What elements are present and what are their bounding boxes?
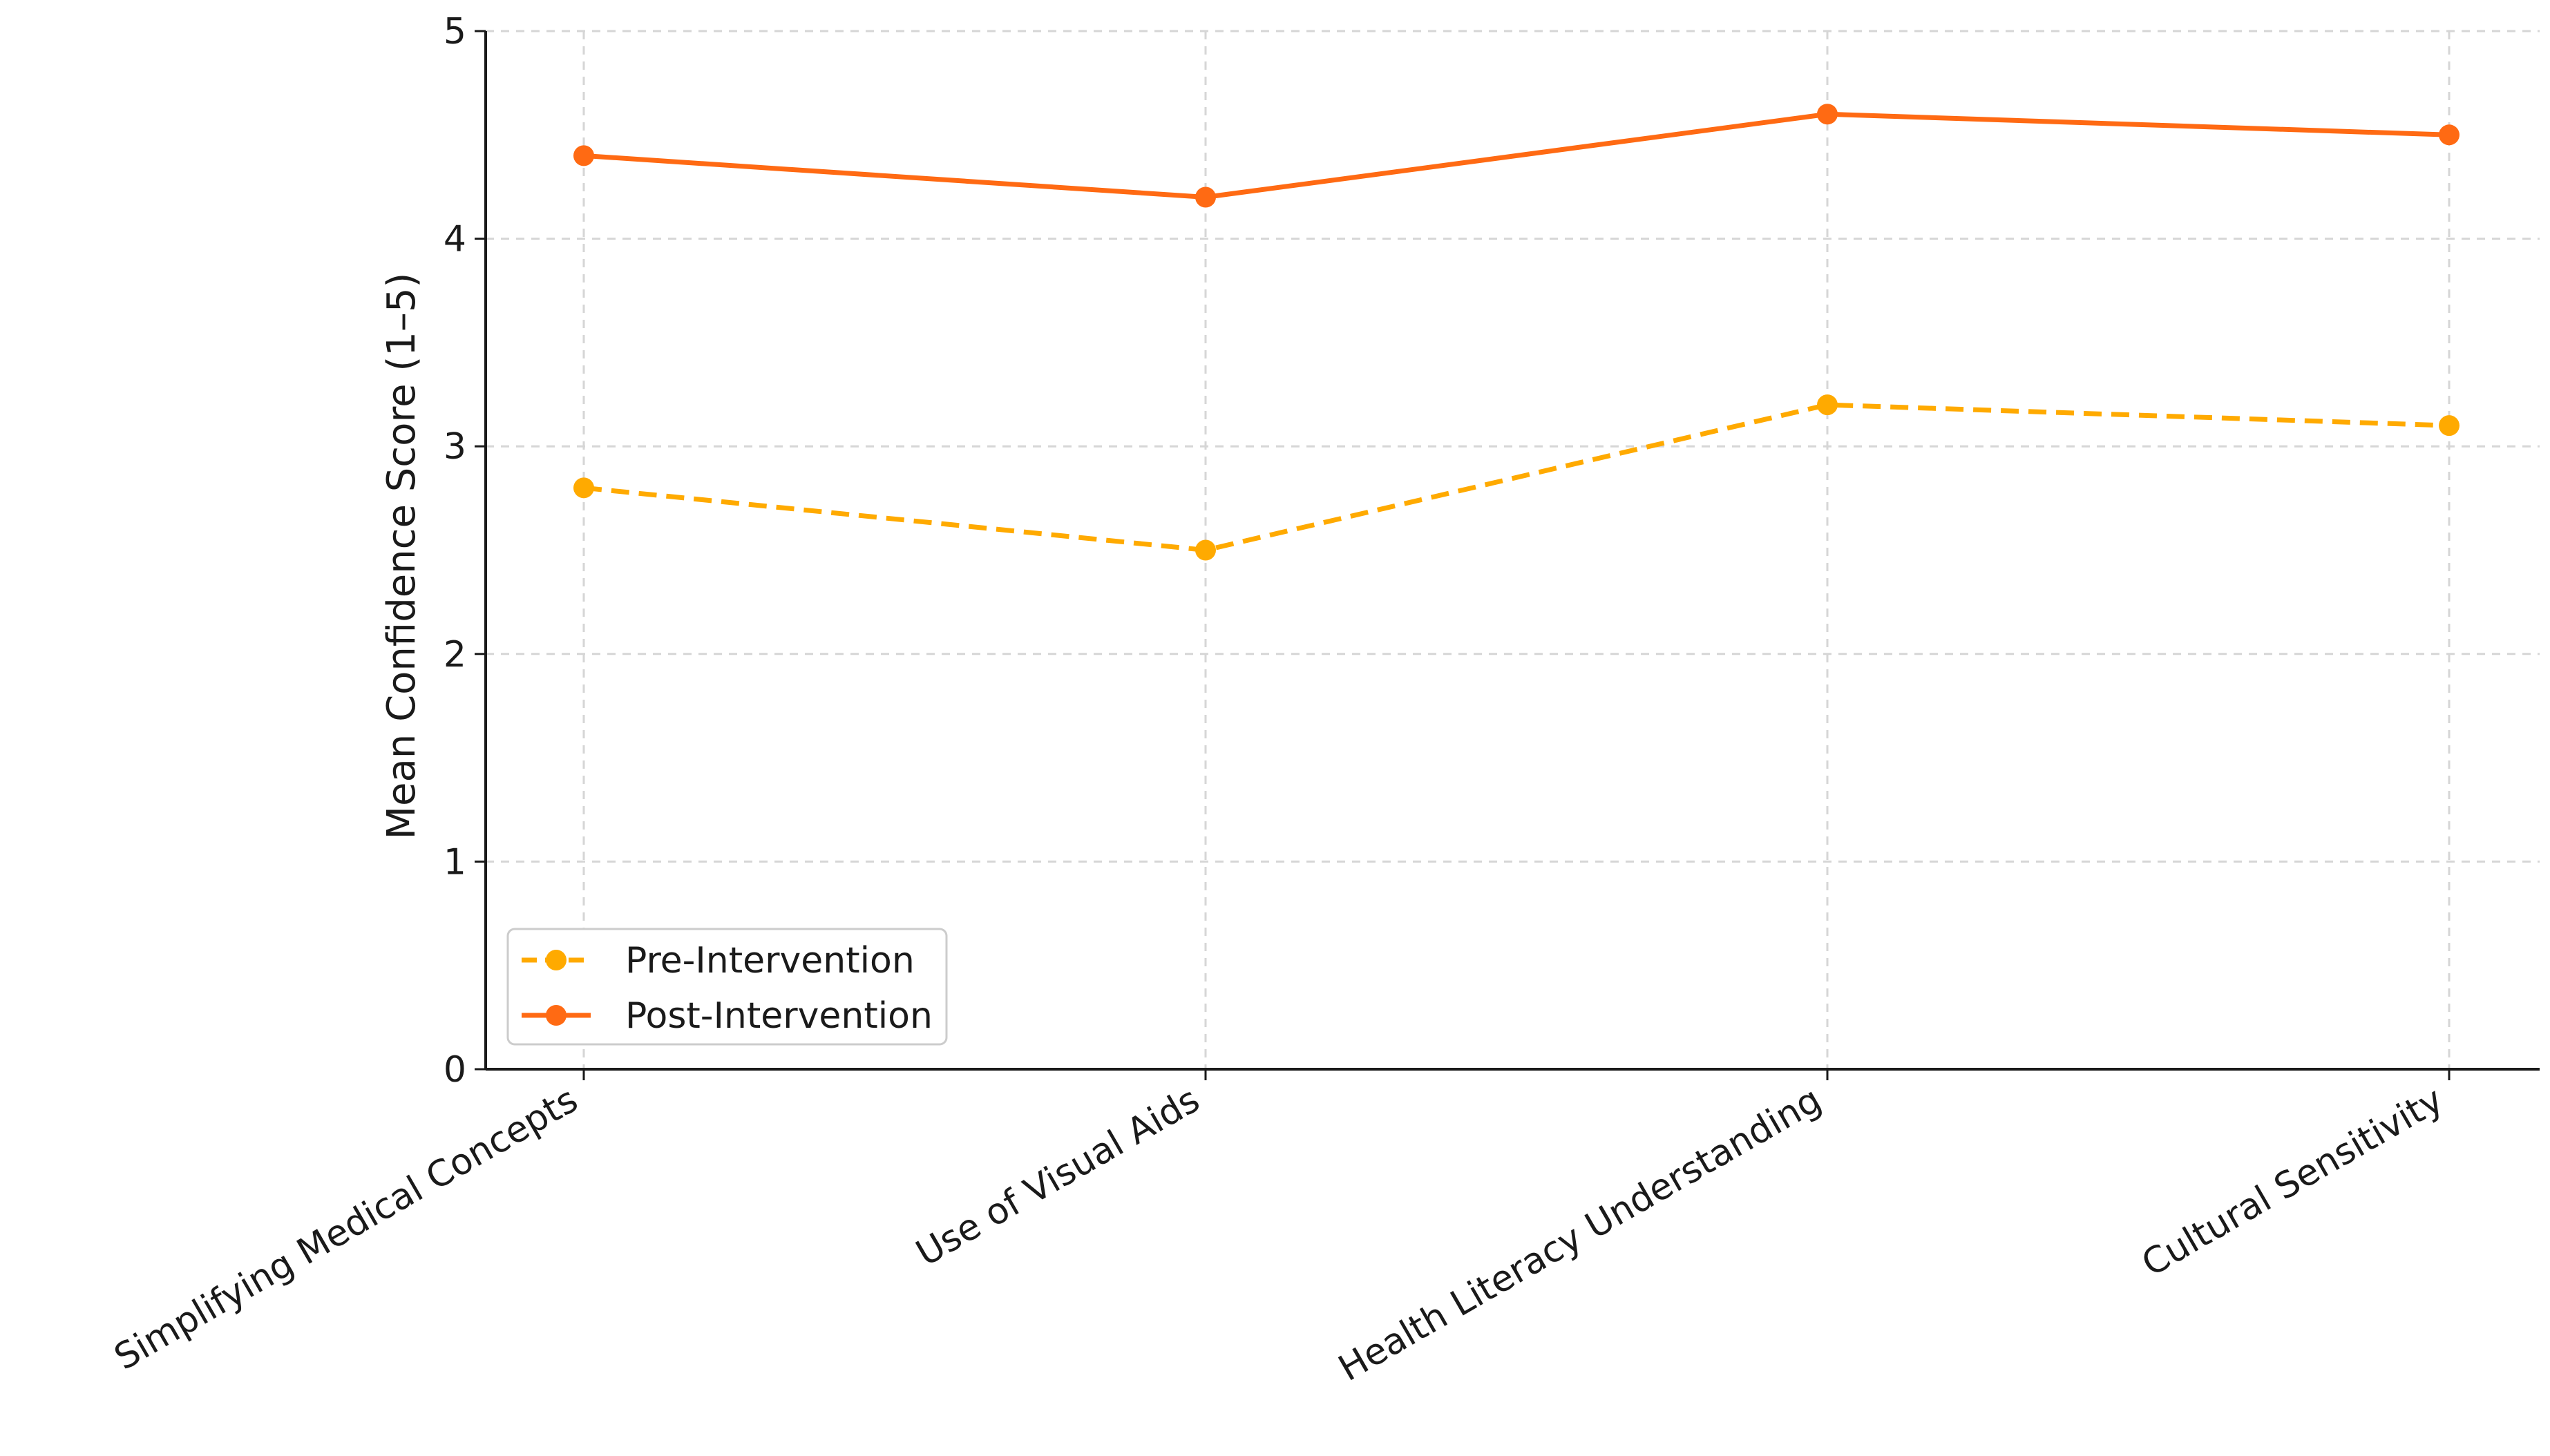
series-layer	[573, 104, 2459, 561]
data-point-post	[1195, 186, 1216, 208]
grid-layer	[486, 30, 2540, 1069]
series-line-post	[583, 111, 2450, 200]
x-tick-label: Simplifying Medical Concepts	[108, 1079, 585, 1378]
y-tick-label: 4	[444, 219, 466, 260]
axes-layer	[475, 30, 2540, 1080]
y-tick-label: 3	[444, 426, 466, 468]
legend-label-post: Post-Intervention	[625, 995, 933, 1037]
data-point-pre	[2439, 415, 2459, 437]
legend-label-pre: Pre-Intervention	[625, 940, 915, 981]
y-tick-label: 1	[444, 841, 466, 883]
legend-box	[506, 928, 948, 1046]
data-point-post	[1817, 104, 1838, 125]
legend: Pre-Intervention Post-Intervention	[506, 928, 948, 1046]
data-point-pre	[1817, 394, 1838, 416]
x-tick-label: Health Literacy Understanding	[1332, 1079, 1829, 1390]
legend-marker-pre	[546, 950, 567, 970]
x-tick-label: Use of Visual Aids	[909, 1079, 1206, 1274]
y-axis-title: Mean Confidence Score (1–5)	[379, 273, 424, 840]
legend-items: Pre-Intervention Post-Intervention	[522, 940, 933, 1037]
y-tick-label: 5	[444, 11, 466, 52]
y-tick-label: 0	[444, 1049, 466, 1091]
series-line-pre	[583, 402, 2450, 553]
data-point-pre	[573, 477, 594, 499]
data-point-post	[2439, 124, 2459, 146]
data-point-post	[573, 145, 594, 166]
y-tick-label: 2	[444, 634, 466, 676]
x-tick-label: Cultural Sensitivity	[2135, 1079, 2450, 1285]
data-point-pre	[1195, 539, 1216, 561]
labels-layer: 0 1 2 3 4 5 Simplifying Medical Concepts Use of…	[108, 11, 2451, 1390]
legend-marker-post	[546, 1005, 567, 1026]
